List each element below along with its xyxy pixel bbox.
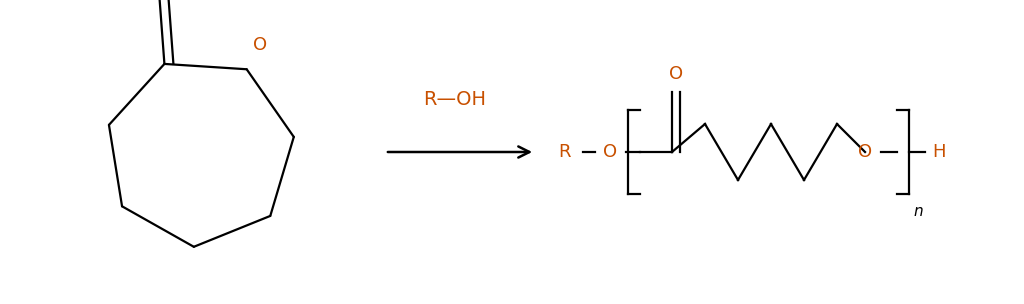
Text: R—OH: R—OH	[424, 89, 486, 109]
Text: O: O	[253, 36, 267, 54]
Text: R: R	[559, 143, 571, 161]
Text: O: O	[603, 143, 617, 161]
Text: O: O	[669, 65, 683, 83]
Text: O: O	[858, 143, 872, 161]
Text: H: H	[932, 143, 946, 161]
Text: n: n	[913, 205, 923, 219]
